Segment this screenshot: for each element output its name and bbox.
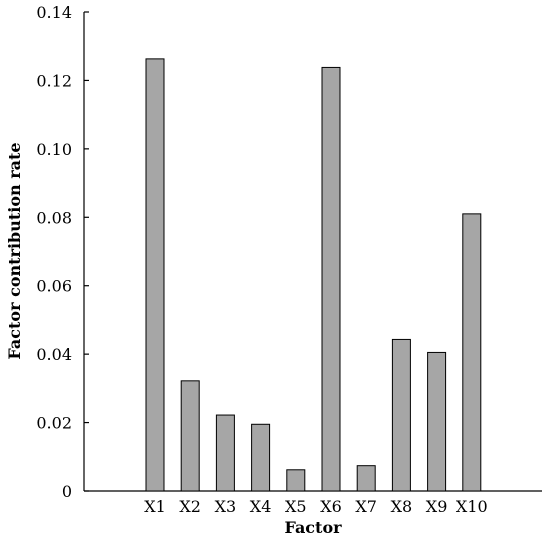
x-tick-label: X2 xyxy=(179,497,201,516)
x-tick-label: X1 xyxy=(144,497,166,516)
bar-x7 xyxy=(356,465,376,492)
bar-x3 xyxy=(215,414,235,492)
y-tick-label: 0.14 xyxy=(36,3,72,22)
x-axis: X1 X2 X3 X4 X5 X6 X7 X8 X9 X10 Factor xyxy=(84,490,542,537)
bar-x9 xyxy=(427,351,447,492)
x-tick-label: X10 xyxy=(456,497,488,516)
bar-x6 xyxy=(321,66,341,492)
x-tick-label: X7 xyxy=(355,497,377,516)
y-tick-label: 0.10 xyxy=(36,140,72,159)
y-tick-label: 0 xyxy=(62,482,72,501)
y-tick-label: 0.06 xyxy=(36,277,72,296)
x-tick-label: X5 xyxy=(285,497,307,516)
y-tick-label: 0.08 xyxy=(36,208,72,227)
x-tick-label: X4 xyxy=(250,497,272,516)
y-axis: 0 0.02 0.04 0.06 0.08 0.10 0.12 0.14 Factor con… xyxy=(5,3,89,501)
x-tick-label: X6 xyxy=(320,497,342,516)
x-tick-label: X3 xyxy=(215,497,237,516)
y-tick-label: 0.04 xyxy=(36,345,72,364)
y-tick-label: 0.12 xyxy=(36,71,72,90)
bar-x8 xyxy=(391,338,411,492)
y-axis-title: Factor contribution rate xyxy=(5,142,24,359)
y-ticks: 0 0.02 0.04 0.06 0.08 0.10 0.12 0.14 xyxy=(36,3,89,501)
x-tick-label: X9 xyxy=(426,497,448,516)
bar-x2 xyxy=(180,380,200,492)
bar-x10 xyxy=(462,213,482,492)
y-tick-label: 0.02 xyxy=(36,414,72,433)
bars xyxy=(145,58,482,492)
bar-x1 xyxy=(145,58,165,492)
x-axis-title: Factor xyxy=(284,518,342,537)
x-tick-label: X8 xyxy=(391,497,413,516)
x-tick-labels: X1 X2 X3 X4 X5 X6 X7 X8 X9 X10 xyxy=(144,497,487,516)
bar-x5 xyxy=(286,469,306,492)
bar-x4 xyxy=(251,423,271,492)
